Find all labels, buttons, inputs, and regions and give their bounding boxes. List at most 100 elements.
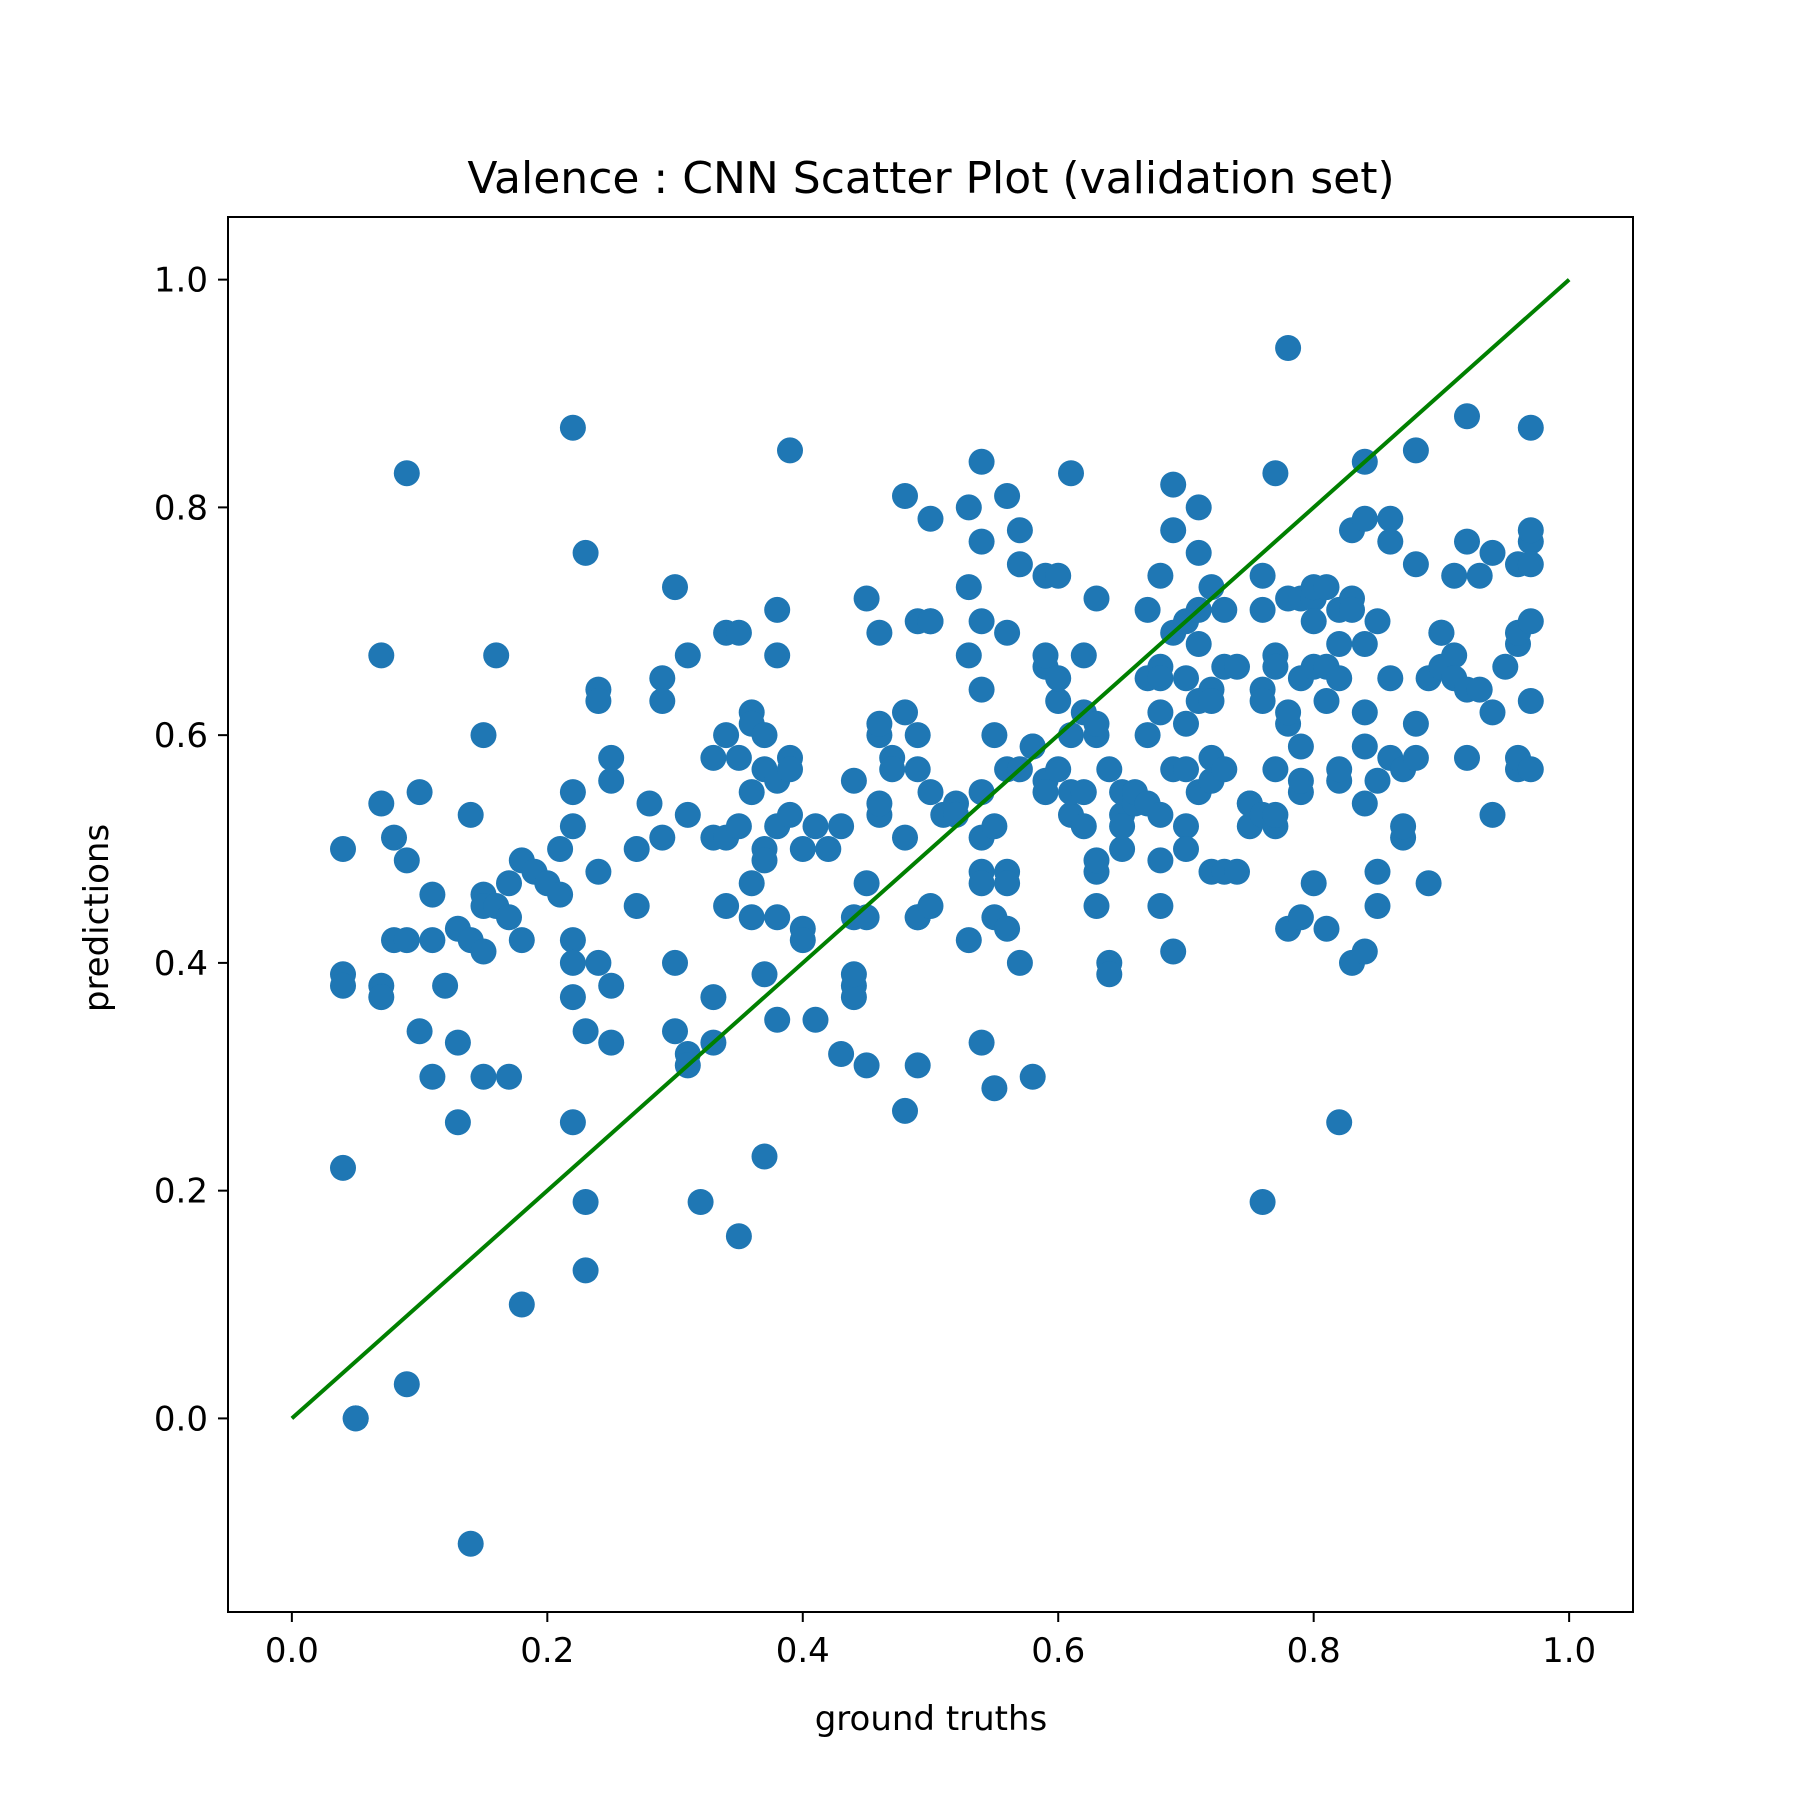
scatter-point xyxy=(1019,1063,1046,1090)
scatter-point xyxy=(1351,699,1378,726)
scatter-point xyxy=(649,824,676,851)
scatter-point xyxy=(559,1109,586,1136)
scatter-point xyxy=(892,1097,918,1124)
scatter-point xyxy=(1045,756,1072,783)
scatter-point xyxy=(904,756,931,783)
scatter-point xyxy=(572,539,599,566)
scatter-point xyxy=(968,676,995,703)
scatter-point xyxy=(1249,562,1276,589)
scatter-point xyxy=(1224,653,1250,680)
scatter-point xyxy=(738,779,765,806)
scatter-point xyxy=(866,710,893,737)
scatter-point xyxy=(1262,460,1289,487)
scatter-point xyxy=(381,824,407,851)
scatter-point xyxy=(444,1029,471,1056)
scatter-point xyxy=(751,1143,778,1170)
scatter-point xyxy=(496,870,522,897)
scatter-point xyxy=(1402,710,1429,737)
scatter-point xyxy=(1160,938,1187,965)
scatter-point xyxy=(1454,744,1480,771)
scatter-point xyxy=(840,984,867,1011)
x-tick-label: 0.6 xyxy=(1031,1631,1085,1671)
scatter-point xyxy=(1262,653,1289,680)
scatter-point xyxy=(853,1052,880,1079)
scatter-point xyxy=(1147,562,1174,589)
x-tick-label: 0.4 xyxy=(776,1631,830,1671)
scatter-point xyxy=(559,779,586,806)
scatter-point xyxy=(1083,585,1110,612)
scatter-point xyxy=(585,858,612,885)
scatter-point xyxy=(1249,596,1276,623)
plot-frame xyxy=(227,216,1634,1613)
scatter-point xyxy=(496,904,522,931)
scatter-point xyxy=(777,801,803,828)
scatter-point xyxy=(1517,688,1544,714)
scatter-point xyxy=(955,927,982,954)
scatter-point xyxy=(1173,836,1199,862)
scatter-point xyxy=(1402,551,1429,578)
scatter-point xyxy=(1083,710,1110,737)
scatter-point xyxy=(955,642,982,669)
scatter-point xyxy=(547,881,574,908)
scatter-point xyxy=(981,813,1008,840)
scatter-point xyxy=(419,881,446,908)
scatter-point xyxy=(917,779,944,806)
scatter-point xyxy=(1390,813,1417,840)
scatter-point xyxy=(1147,847,1174,874)
scatter-point xyxy=(981,1075,1008,1102)
scatter-point xyxy=(955,494,982,521)
scatter-point xyxy=(828,813,855,840)
scatter-point xyxy=(1262,801,1289,828)
scatter-point xyxy=(598,767,625,794)
scatter-point xyxy=(1173,665,1199,692)
scatter-point xyxy=(1402,437,1429,464)
scatter-point xyxy=(1377,505,1404,532)
scatter-point xyxy=(968,870,995,897)
scatter-point xyxy=(572,1189,599,1215)
x-tick-label: 1.0 xyxy=(1542,1631,1596,1671)
scatter-point xyxy=(1364,608,1391,635)
scatter-point xyxy=(636,790,663,817)
scatter-point xyxy=(687,1189,714,1215)
scatter-point xyxy=(904,1052,931,1079)
scatter-point xyxy=(342,1405,369,1432)
scatter-point xyxy=(917,608,944,635)
y-tick-label: 1.0 xyxy=(154,261,208,301)
scatter-point xyxy=(1441,642,1468,669)
scatter-point xyxy=(559,414,586,441)
scatter-point xyxy=(1147,699,1174,726)
scatter-point xyxy=(777,756,803,783)
scatter-point xyxy=(1287,904,1314,931)
scatter-point xyxy=(1287,767,1314,794)
scatter-point xyxy=(1415,870,1442,897)
scatter-point xyxy=(559,927,586,954)
scatter-point xyxy=(598,1029,625,1056)
scatter-point xyxy=(1160,471,1187,498)
scatter-point xyxy=(1351,938,1378,965)
scatter-point xyxy=(662,1018,688,1045)
scatter-point xyxy=(700,744,727,771)
scatter-point xyxy=(1109,813,1136,840)
scatter-point xyxy=(917,893,944,919)
scatter-point xyxy=(585,688,612,714)
scatter-point xyxy=(330,836,356,862)
scatter-point xyxy=(674,642,701,669)
scatter-point xyxy=(432,972,459,999)
scatter-point xyxy=(1313,688,1340,714)
x-tick-label: 0.2 xyxy=(520,1631,574,1671)
scatter-point xyxy=(1517,756,1544,783)
scatter-point xyxy=(968,608,995,635)
scatter-point xyxy=(1211,756,1238,783)
scatter-point xyxy=(1185,494,1212,521)
scatter-point xyxy=(725,1223,752,1250)
scatter-point xyxy=(1032,779,1059,806)
scatter-point xyxy=(598,972,625,999)
scatter-point xyxy=(1173,756,1199,783)
scatter-point xyxy=(1287,733,1314,760)
scatter-point xyxy=(1300,608,1327,635)
scatter-point xyxy=(700,984,727,1011)
scatter-point xyxy=(1351,790,1378,817)
scatter-point xyxy=(368,984,395,1011)
y-tick-label: 0.2 xyxy=(154,1172,208,1212)
scatter-point xyxy=(968,528,995,555)
